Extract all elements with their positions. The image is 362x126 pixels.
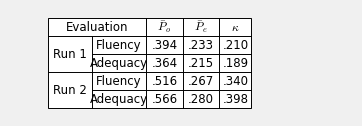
Text: Fluency: Fluency <box>96 75 142 88</box>
Text: Run 1: Run 1 <box>53 48 87 61</box>
Text: .233: .233 <box>188 39 214 52</box>
Text: .215: .215 <box>188 57 214 70</box>
Text: Fluency: Fluency <box>96 39 142 52</box>
Text: $\bar{P}_e$: $\bar{P}_e$ <box>194 19 208 35</box>
Text: .340: .340 <box>222 75 248 88</box>
Text: Evaluation: Evaluation <box>66 21 129 34</box>
Text: $\kappa$: $\kappa$ <box>231 21 240 34</box>
Text: .189: .189 <box>222 57 248 70</box>
Text: .267: .267 <box>188 75 214 88</box>
Text: .394: .394 <box>151 39 177 52</box>
Text: Adequacy: Adequacy <box>90 93 148 106</box>
Text: .398: .398 <box>222 93 248 106</box>
Text: Run 2: Run 2 <box>53 84 87 97</box>
Text: .280: .280 <box>188 93 214 106</box>
Text: .516: .516 <box>151 75 177 88</box>
Text: .364: .364 <box>151 57 177 70</box>
Text: $\bar{P}_o$: $\bar{P}_o$ <box>157 19 172 35</box>
Text: .210: .210 <box>222 39 248 52</box>
Text: .566: .566 <box>151 93 177 106</box>
Bar <box>48 18 252 108</box>
Text: Adequacy: Adequacy <box>90 57 148 70</box>
